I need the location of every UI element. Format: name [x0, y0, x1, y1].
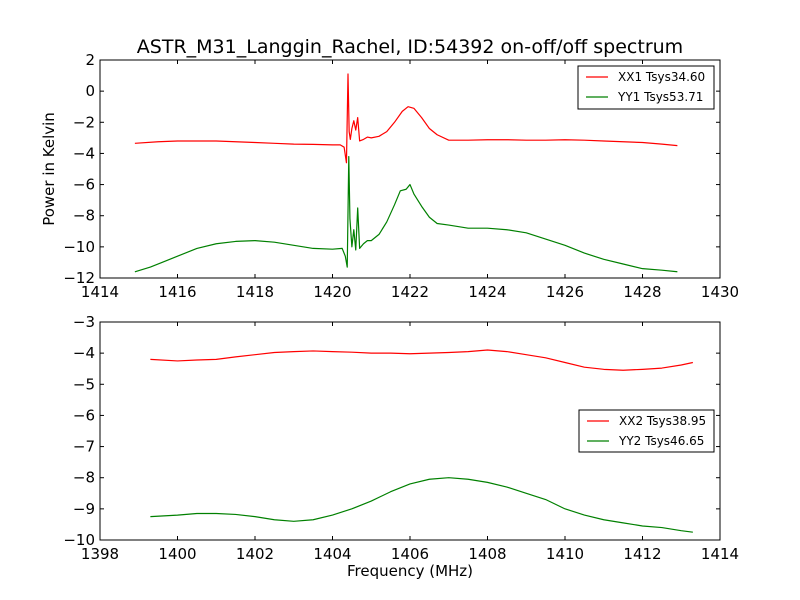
y-axis-label: Power in Kelvin	[40, 112, 58, 226]
y-tick-label: −3	[73, 313, 95, 331]
x-tick-label: 1400	[158, 545, 196, 563]
x-tick-label: 1406	[391, 545, 429, 563]
y-tick-label: −6	[73, 176, 95, 194]
y-tick-label: −4	[73, 344, 95, 362]
x-tick-label: 1410	[546, 545, 584, 563]
top-panel: 1414 1416 1418 1420 1422 1424 1426 1428 1430 −12 −…	[63, 51, 739, 301]
x-tick-label: 1398	[81, 545, 119, 563]
figure-title: ASTR_M31_Langgin_Rachel, ID:54392 on-off…	[137, 36, 683, 58]
bottom-panel: 1398 1400 1402 1404 1406 1408 1410 1412 1414 −10 −…	[63, 313, 739, 563]
x-tick-label: 1426	[546, 283, 584, 301]
y-tick-label: −9	[73, 500, 95, 518]
y-tick-label: −8	[73, 207, 95, 225]
x-tick-label: 1416	[158, 283, 196, 301]
y-tick-label: −12	[63, 269, 95, 287]
x-tick-label: 1428	[623, 283, 661, 301]
legend-box	[578, 409, 715, 453]
x-tick-label: 1414	[81, 283, 119, 301]
y-tick-label: −6	[73, 406, 95, 424]
y-tick-label: −10	[63, 238, 95, 256]
y-tick-label: −7	[73, 438, 95, 456]
x-tick-label: 1424	[468, 283, 506, 301]
x-tick-label: 1430	[701, 283, 739, 301]
y-tick-label: 0	[85, 82, 95, 100]
y-tick-label: 2	[85, 51, 95, 69]
x-tick-label: 1422	[391, 283, 429, 301]
y-tick-label: −4	[73, 144, 95, 162]
legend-entry: XX2 Tsys38.95	[619, 414, 706, 428]
x-tick-label: 1412	[623, 545, 661, 563]
x-tick-label: 1404	[313, 545, 351, 563]
x-axis-label: Frequency (MHz)	[347, 562, 473, 580]
x-tick-label: 1408	[468, 545, 506, 563]
series-line-yy	[134, 155, 678, 273]
legend-entry: YY1 Tsys53.71	[617, 90, 703, 104]
x-tick-label: 1414	[701, 545, 739, 563]
legend-entry: YY2 Tsys46.65	[618, 434, 704, 448]
x-tick-label: 1418	[236, 283, 274, 301]
series-line-yy	[150, 477, 693, 533]
legend-box	[577, 65, 715, 110]
legend: XX1 Tsys34.60 YY1 Tsys53.71	[577, 65, 715, 110]
x-tick-label: 1420	[313, 283, 351, 301]
legend: XX2 Tsys38.95 YY2 Tsys46.65	[578, 409, 715, 453]
x-tick-label: 1402	[236, 545, 274, 563]
series-line-xx	[134, 73, 678, 164]
y-tick-label: −2	[73, 113, 95, 131]
legend-entry: XX1 Tsys34.60	[618, 70, 705, 84]
y-tick-label: −10	[63, 531, 95, 549]
y-tick-label: −5	[73, 375, 95, 393]
series-line-xx	[150, 349, 693, 371]
y-tick-label: −8	[73, 469, 95, 487]
